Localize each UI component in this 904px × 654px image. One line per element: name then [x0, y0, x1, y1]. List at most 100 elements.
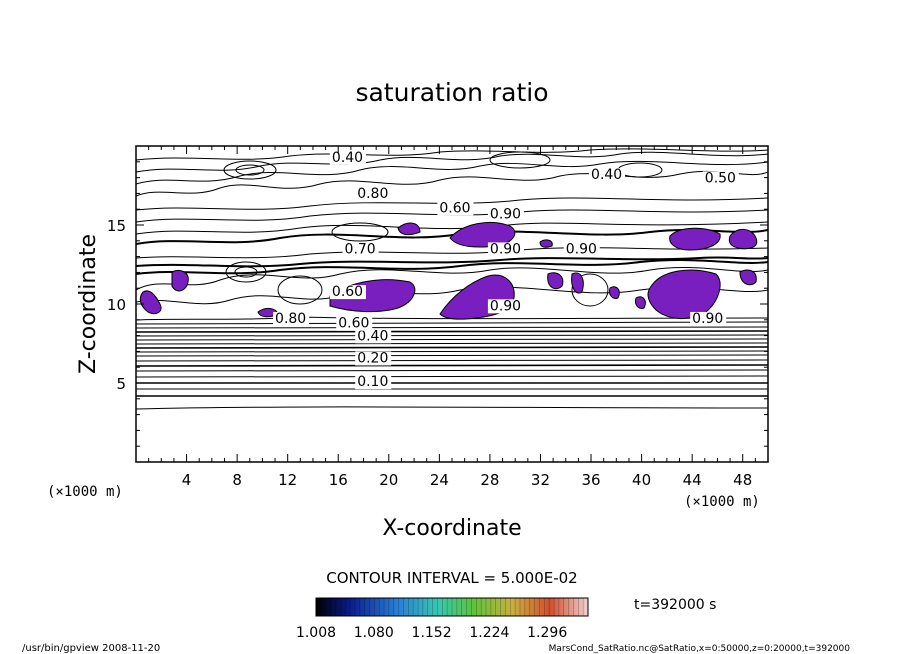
contour-line [136, 209, 768, 223]
contour-label: 0.40 [357, 328, 388, 344]
filled-region [739, 269, 757, 286]
time-label: t=392000 s [634, 597, 716, 613]
contour-line [136, 359, 768, 362]
x-tick-label: 48 [733, 471, 752, 489]
contour-label-bg [329, 150, 366, 165]
contour-labels: 0.100.200.400.600.800.600.700.800.60 0.90… [273, 150, 739, 390]
contour-line [136, 160, 768, 185]
colorbar-tick-label: 1.224 [469, 625, 509, 641]
contour-label: 0.20 [357, 350, 388, 366]
contour-label-bg [563, 242, 600, 257]
contour-line [136, 247, 768, 259]
contour-line [136, 342, 768, 345]
x-axis-label: X-coordinate [382, 516, 521, 541]
contour-label: 0.90 [490, 241, 521, 257]
contour-label-bg [355, 329, 392, 344]
x-tick-label: 12 [278, 471, 297, 489]
x-tick-label: 16 [329, 471, 348, 489]
contour-label-bg [702, 171, 739, 186]
contour-label: 0.10 [357, 374, 388, 390]
contour-label-bg [437, 201, 474, 216]
x-tick-label: 8 [232, 471, 242, 489]
contour-label: 0.40 [332, 150, 363, 166]
filled-region [397, 222, 421, 236]
x-unit-label: (×1000 m) [684, 494, 760, 510]
contour-label: 0.70 [345, 241, 376, 257]
y-tick-label: 10 [107, 296, 126, 314]
colorbar-tick-label: 1.152 [412, 625, 452, 641]
contour-line [136, 170, 768, 197]
contour-label: 0.80 [275, 311, 306, 327]
contour-label-bg [690, 311, 727, 326]
colorbar-stripes [320, 598, 584, 616]
x-tick-label: 28 [480, 471, 499, 489]
contour-line [571, 273, 609, 307]
contour-label: 0.40 [591, 167, 622, 183]
contour-label-bg [355, 375, 392, 390]
contour-line [331, 222, 389, 242]
contour-line [136, 266, 768, 291]
contour-line [136, 369, 768, 372]
filled-region [139, 290, 162, 315]
contour-interval-text: CONTOUR INTERVAL = 5.000E-02 [326, 569, 577, 587]
y-axis: 5 10 15 [107, 161, 768, 447]
supersaturated-regions [139, 221, 758, 320]
colorbar-tick-label: 1.296 [527, 625, 567, 641]
contour-line [136, 375, 768, 378]
contour-line [234, 266, 258, 278]
contour-line [235, 164, 265, 176]
x-tick-label: 4 [182, 471, 192, 489]
contour-line [489, 151, 551, 169]
footer-left: /usr/bin/gpview 2008-11-20 [22, 643, 160, 654]
y-axis-label: Z-coordinate [76, 234, 101, 374]
colorbar-tick-label: 1.008 [296, 625, 336, 641]
contour-line [136, 350, 768, 353]
plot-area: 0.100.200.400.600.800.600.700.800.60 0.90… [135, 145, 769, 463]
contour-line [277, 275, 323, 305]
contour-line [136, 338, 768, 341]
colorbar: 1.008 1.080 1.152 1.224 1.296 [296, 597, 589, 641]
x-tick-label: 44 [683, 471, 702, 489]
x-tick-label: 40 [632, 471, 651, 489]
contour-line [136, 221, 768, 235]
filled-region [171, 269, 189, 292]
contour-line [136, 259, 768, 275]
contour-line [136, 364, 768, 367]
filled-region [547, 272, 564, 290]
contour-label-bg [355, 187, 392, 202]
filled-region [449, 221, 516, 248]
contour-line [136, 197, 768, 211]
contour-label: 0.50 [705, 170, 736, 186]
contour-label: 0.90 [490, 298, 521, 314]
colorbar-tick-label: 1.080 [354, 625, 394, 641]
contour-label-bg [342, 242, 379, 257]
x-tick-label: 32 [531, 471, 550, 489]
filled-region [609, 286, 620, 299]
contour-label-bg [273, 311, 310, 326]
filled-region [635, 296, 646, 309]
footer-right: MarsCond_SatRatio.nc@SatRatio,x=0:50000,… [549, 644, 851, 654]
contour-label: 0.90 [490, 207, 521, 223]
contour-label-bg [336, 316, 373, 331]
contour-line [136, 334, 768, 337]
contour-line [136, 346, 768, 349]
contour-label-bg [329, 285, 366, 300]
contour-label: 0.60 [338, 316, 369, 332]
contour-label-bg [355, 351, 392, 366]
contour-label: 0.90 [692, 311, 723, 327]
filled-region [539, 239, 553, 248]
colorbar-gradient [315, 597, 589, 617]
z-unit-label: (×1000 m) [47, 484, 123, 500]
contour-line [136, 406, 768, 410]
contour-line [136, 148, 768, 161]
contour-label: 0.80 [357, 186, 388, 202]
filled-region [728, 229, 758, 250]
x-tick-label: 20 [379, 471, 398, 489]
contour-label-bg [487, 207, 524, 222]
x-tick-label: 36 [581, 471, 600, 489]
contour-label-bg [487, 242, 524, 257]
y-tick-label: 15 [107, 217, 126, 235]
colorbar-ticks: 1.008 1.080 1.152 1.224 1.296 [296, 625, 567, 641]
contour-line [136, 321, 768, 325]
